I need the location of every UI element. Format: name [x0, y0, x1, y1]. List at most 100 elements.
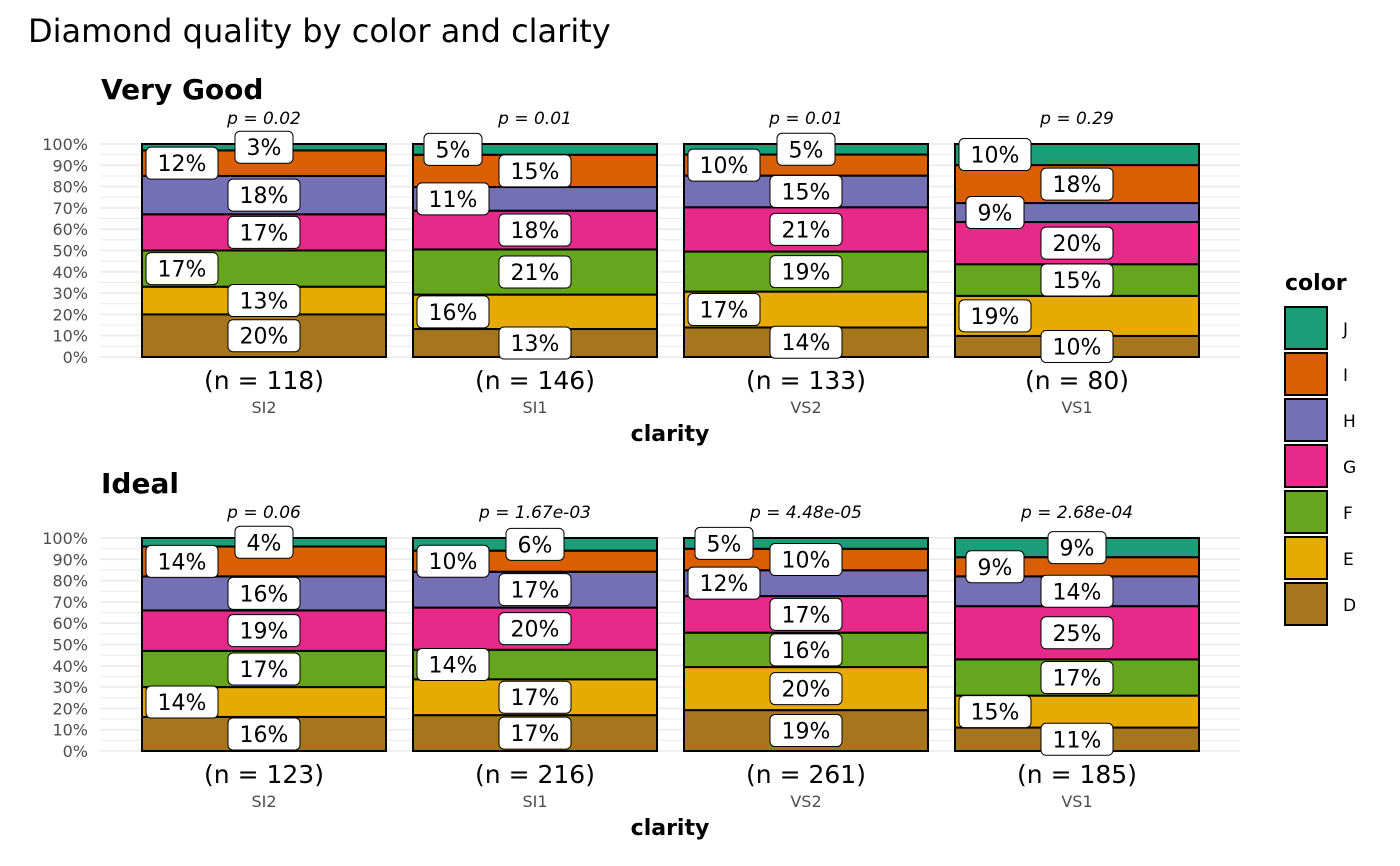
data-label: 9% — [1060, 537, 1095, 562]
data-label: 17% — [240, 658, 289, 683]
chart-title: Diamond quality by color and clarity — [28, 12, 611, 50]
data-label-box — [958, 695, 1032, 729]
data-label-box — [498, 573, 572, 607]
p-value-label: p = 0.29 — [1039, 109, 1114, 129]
data-label-box — [227, 215, 301, 249]
data-label: 19% — [240, 620, 289, 645]
data-label-box — [1040, 574, 1114, 608]
data-label: 18% — [511, 219, 560, 244]
data-label-box — [1040, 722, 1114, 756]
data-label: 18% — [1053, 173, 1102, 198]
data-label-box — [498, 680, 572, 714]
data-label-box — [505, 527, 565, 561]
data-label-box — [769, 174, 843, 208]
x-tick-label: SI1 — [522, 792, 547, 811]
data-label-box — [498, 326, 572, 360]
y-tick-label: 70% — [52, 199, 88, 218]
bar-SI1: 13% 16% 21% 18% 11% 15% 5% — [412, 132, 658, 360]
data-label: 19% — [782, 720, 831, 745]
data-label: 12% — [700, 572, 749, 597]
data-label-box — [769, 633, 843, 667]
n-label: (n = 216) — [475, 760, 595, 789]
n-label: (n = 80) — [1025, 366, 1129, 395]
data-label-box — [694, 526, 754, 560]
data-label: 16% — [240, 582, 289, 607]
y-tick-label: 40% — [52, 657, 88, 676]
data-label-box — [1047, 531, 1107, 565]
data-label-box — [769, 212, 843, 246]
data-label: 5% — [789, 138, 824, 163]
legend-label: G — [1343, 458, 1356, 478]
data-label-box — [498, 716, 572, 750]
y-tick-label: 70% — [52, 593, 88, 612]
y-tick-label: 50% — [52, 636, 88, 655]
data-label-box — [1040, 167, 1114, 201]
data-label: 14% — [429, 654, 478, 679]
y-tick-label: 60% — [52, 220, 88, 239]
data-label: 17% — [511, 579, 560, 604]
y-tick-label: 10% — [52, 721, 88, 740]
data-label-box — [687, 566, 761, 600]
bar-VS1: 10% 19% 15% 20% 9% 18% 10% — [954, 138, 1200, 363]
data-label: 15% — [1053, 269, 1102, 294]
data-label-box — [145, 252, 219, 286]
data-label-box — [1040, 263, 1114, 297]
data-label-box — [227, 717, 301, 751]
data-label-box — [769, 597, 843, 631]
panel-0: Very Good 0% 10% 20% 30% 40% 50% 60% 70% 80% 90% 10… — [42, 73, 1240, 447]
y-tick-label: 20% — [52, 699, 88, 718]
data-label: 10% — [700, 154, 749, 179]
data-label: 11% — [1053, 728, 1102, 753]
data-label: 14% — [158, 550, 207, 575]
x-tick-label: VS2 — [790, 792, 821, 811]
legend-key-H — [1284, 398, 1328, 442]
data-label-box — [769, 255, 843, 289]
y-tick-label: 50% — [52, 242, 88, 261]
data-label: 9% — [978, 556, 1013, 581]
data-label-box — [498, 612, 572, 646]
n-label: (n = 146) — [475, 366, 595, 395]
data-label: 13% — [511, 332, 560, 357]
data-label-box — [958, 138, 1032, 172]
data-label-box — [769, 543, 843, 577]
data-label: 17% — [240, 221, 289, 246]
data-label-box — [234, 130, 294, 164]
data-label: 15% — [971, 701, 1020, 726]
data-label: 17% — [158, 258, 207, 283]
legend-title: color — [1285, 271, 1347, 296]
data-label-box — [227, 319, 301, 353]
data-label: 3% — [247, 136, 282, 161]
y-tick-label: 100% — [42, 135, 88, 154]
data-label-box — [227, 652, 301, 686]
data-label-box — [227, 614, 301, 648]
data-label: 17% — [1053, 667, 1102, 692]
data-label-box — [234, 525, 294, 559]
data-label-box — [776, 132, 836, 166]
p-value-label: p = 0.02 — [226, 109, 301, 129]
y-tick-label: 30% — [52, 678, 88, 697]
data-label-box — [1040, 661, 1114, 695]
data-label-box — [227, 178, 301, 212]
x-tick-label: SI2 — [251, 398, 276, 417]
y-tick-label: 80% — [52, 178, 88, 197]
data-label: 17% — [782, 603, 831, 628]
legend-key-I — [1284, 352, 1328, 396]
data-label: 16% — [782, 639, 831, 664]
data-label: 20% — [1053, 232, 1102, 257]
legend-key-F — [1284, 490, 1328, 534]
bar-SI1: 17% 17% 14% 20% 17% 10% 6% — [412, 527, 658, 752]
p-value-label: p = 4.48e-05 — [749, 503, 862, 523]
bar-VS1: 11% 15% 17% 25% 14% 9% 9% — [954, 531, 1200, 756]
bar-SI2: 16% 14% 17% 19% 16% 14% 4% — [141, 525, 387, 752]
data-label-box — [416, 544, 490, 578]
data-label-box — [769, 325, 843, 359]
data-label-box — [687, 293, 761, 327]
data-label: 17% — [700, 299, 749, 324]
y-tick-label: 0% — [63, 742, 88, 761]
bar-VS2: 14% 17% 19% 21% 15% 10% 5% — [683, 132, 929, 359]
data-label: 17% — [511, 722, 560, 747]
data-label-box — [1040, 226, 1114, 260]
data-label-box — [965, 550, 1025, 584]
data-label: 12% — [158, 152, 207, 177]
x-tick-label: VS1 — [1061, 398, 1092, 417]
